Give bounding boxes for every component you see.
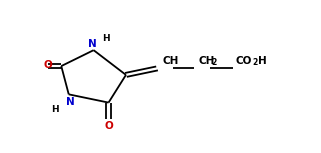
Text: CH: CH: [162, 56, 179, 66]
Text: H: H: [102, 34, 109, 43]
Text: CH: CH: [198, 56, 214, 66]
Text: H: H: [258, 56, 267, 66]
Text: H: H: [51, 105, 59, 114]
Text: CO: CO: [236, 56, 252, 66]
Text: 2: 2: [212, 58, 217, 67]
Text: O: O: [104, 121, 113, 131]
Text: N: N: [88, 39, 97, 49]
Text: 2: 2: [252, 58, 257, 67]
Text: N: N: [65, 97, 74, 107]
Text: O: O: [44, 60, 53, 70]
